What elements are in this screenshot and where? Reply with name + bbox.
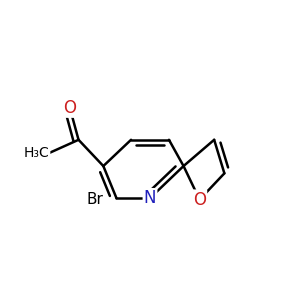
Text: H₃C: H₃C <box>24 146 50 160</box>
Text: N: N <box>144 189 156 207</box>
Text: Br: Br <box>86 192 103 207</box>
Text: O: O <box>193 190 206 208</box>
Text: O: O <box>63 99 76 117</box>
